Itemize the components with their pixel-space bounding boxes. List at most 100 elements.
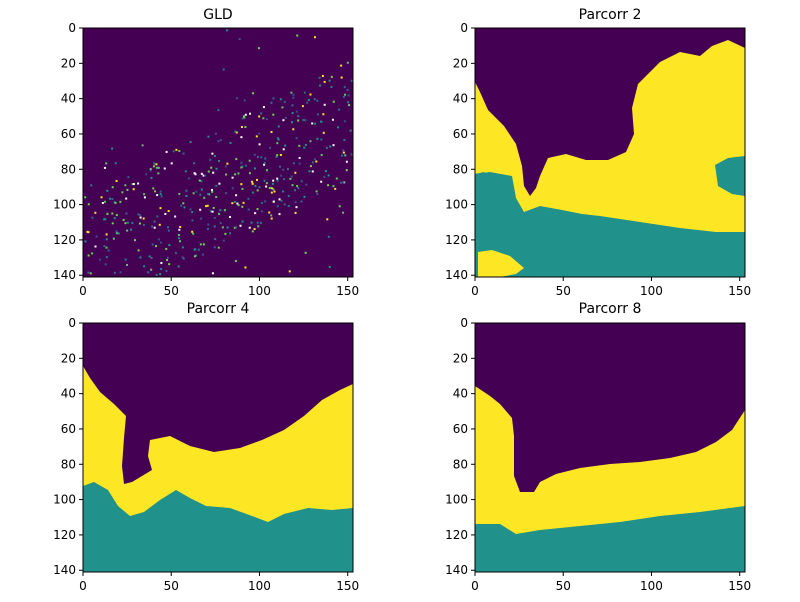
speckle-point xyxy=(277,138,280,141)
speckle-point xyxy=(340,154,343,157)
speckle-point xyxy=(278,198,281,201)
speckle-point xyxy=(133,239,136,242)
speckle-point xyxy=(316,113,319,116)
speckle-point xyxy=(192,162,195,165)
speckle-point xyxy=(288,270,291,273)
speckle-point xyxy=(247,197,250,200)
axes-frame-parcorr-2 xyxy=(474,27,746,278)
speckle-point xyxy=(113,217,116,220)
speckle-point xyxy=(313,158,316,161)
speckle-point xyxy=(247,208,250,211)
speckle-point xyxy=(210,166,213,169)
speckle-point xyxy=(275,155,278,158)
speckle-point xyxy=(325,146,328,149)
speckle-point xyxy=(235,97,238,100)
speckle-point xyxy=(124,184,127,187)
speckle-point xyxy=(185,189,188,192)
speckle-point xyxy=(238,38,241,41)
speckle-point xyxy=(95,235,98,238)
speckle-point xyxy=(165,150,168,153)
speckle-point xyxy=(272,179,275,182)
speckle-point xyxy=(174,252,177,255)
speckle-point xyxy=(177,265,180,268)
speckle-point xyxy=(174,215,177,218)
speckle-point xyxy=(328,79,331,82)
speckle-point xyxy=(282,178,285,181)
speckle-point xyxy=(168,263,171,266)
speckle-point xyxy=(309,165,312,168)
panel-title-gld: GLD xyxy=(203,7,232,23)
y-tick-label: 20 xyxy=(453,56,468,70)
speckle-point xyxy=(164,212,167,215)
axes-frame-gld xyxy=(82,27,354,278)
speckle-point xyxy=(167,229,170,232)
speckle-point xyxy=(294,171,297,174)
speckle-point xyxy=(265,118,268,121)
speckle-point xyxy=(200,188,203,191)
speckle-point xyxy=(319,84,322,87)
speckle-point xyxy=(296,184,299,187)
speckle-point xyxy=(215,167,218,170)
speckle-point xyxy=(284,116,287,119)
speckle-point xyxy=(115,179,118,182)
speckle-point xyxy=(179,240,182,243)
speckle-point xyxy=(187,177,190,180)
speckle-point xyxy=(121,191,124,194)
speckle-point xyxy=(195,190,198,193)
speckle-point xyxy=(251,180,254,183)
speckle-point xyxy=(291,104,294,107)
speckle-point xyxy=(248,172,251,175)
speckle-point xyxy=(322,131,325,134)
speckle-point xyxy=(84,196,87,199)
speckle-point xyxy=(240,126,243,129)
speckle-point xyxy=(166,226,169,229)
speckle-point xyxy=(263,163,266,166)
speckle-point xyxy=(111,147,114,150)
x-tick-label: 50 xyxy=(164,579,179,593)
speckle-point xyxy=(155,166,158,169)
panel-title-parcorr-2: Parcorr 2 xyxy=(579,7,642,23)
x-tick-label: 150 xyxy=(728,579,751,593)
speckle-point xyxy=(191,219,194,222)
speckle-point xyxy=(290,175,293,178)
speckle-point xyxy=(131,183,134,186)
speckle-point xyxy=(103,200,106,203)
speckle-point xyxy=(167,210,170,213)
speckle-point xyxy=(324,170,327,173)
speckle-point xyxy=(157,166,160,169)
speckle-point xyxy=(152,165,155,168)
speckle-point xyxy=(332,144,335,147)
speckle-point xyxy=(101,201,104,204)
x-tick-label: 150 xyxy=(336,579,359,593)
speckle-point xyxy=(323,80,326,83)
speckle-point xyxy=(237,172,240,175)
speckle-point xyxy=(160,268,163,271)
speckle-point xyxy=(300,180,303,183)
speckle-point xyxy=(159,192,162,195)
speckle-point xyxy=(253,228,256,231)
speckle-point xyxy=(241,220,244,223)
y-tick-label: 140 xyxy=(53,563,76,577)
speckle-point xyxy=(185,194,188,197)
speckle-point xyxy=(103,166,106,169)
speckle-point xyxy=(203,196,206,199)
speckle-point xyxy=(276,179,279,182)
speckle-point xyxy=(303,146,306,149)
speckle-point xyxy=(338,205,341,208)
speckle-point xyxy=(256,208,259,211)
x-tick-label: 100 xyxy=(248,579,271,593)
speckle-point xyxy=(193,172,196,175)
speckle-point xyxy=(346,61,349,64)
y-tick-label: 60 xyxy=(61,422,76,436)
speckle-point xyxy=(332,100,335,103)
speckle-point xyxy=(337,126,340,129)
speckle-point xyxy=(303,91,306,94)
speckle-point xyxy=(304,143,307,146)
speckle-point xyxy=(233,226,236,229)
y-tick-label: 80 xyxy=(453,457,468,471)
speckle-point xyxy=(277,125,280,128)
speckle-point xyxy=(160,241,163,244)
speckle-point xyxy=(271,182,274,185)
speckle-point xyxy=(272,113,275,116)
speckle-point xyxy=(286,168,289,171)
